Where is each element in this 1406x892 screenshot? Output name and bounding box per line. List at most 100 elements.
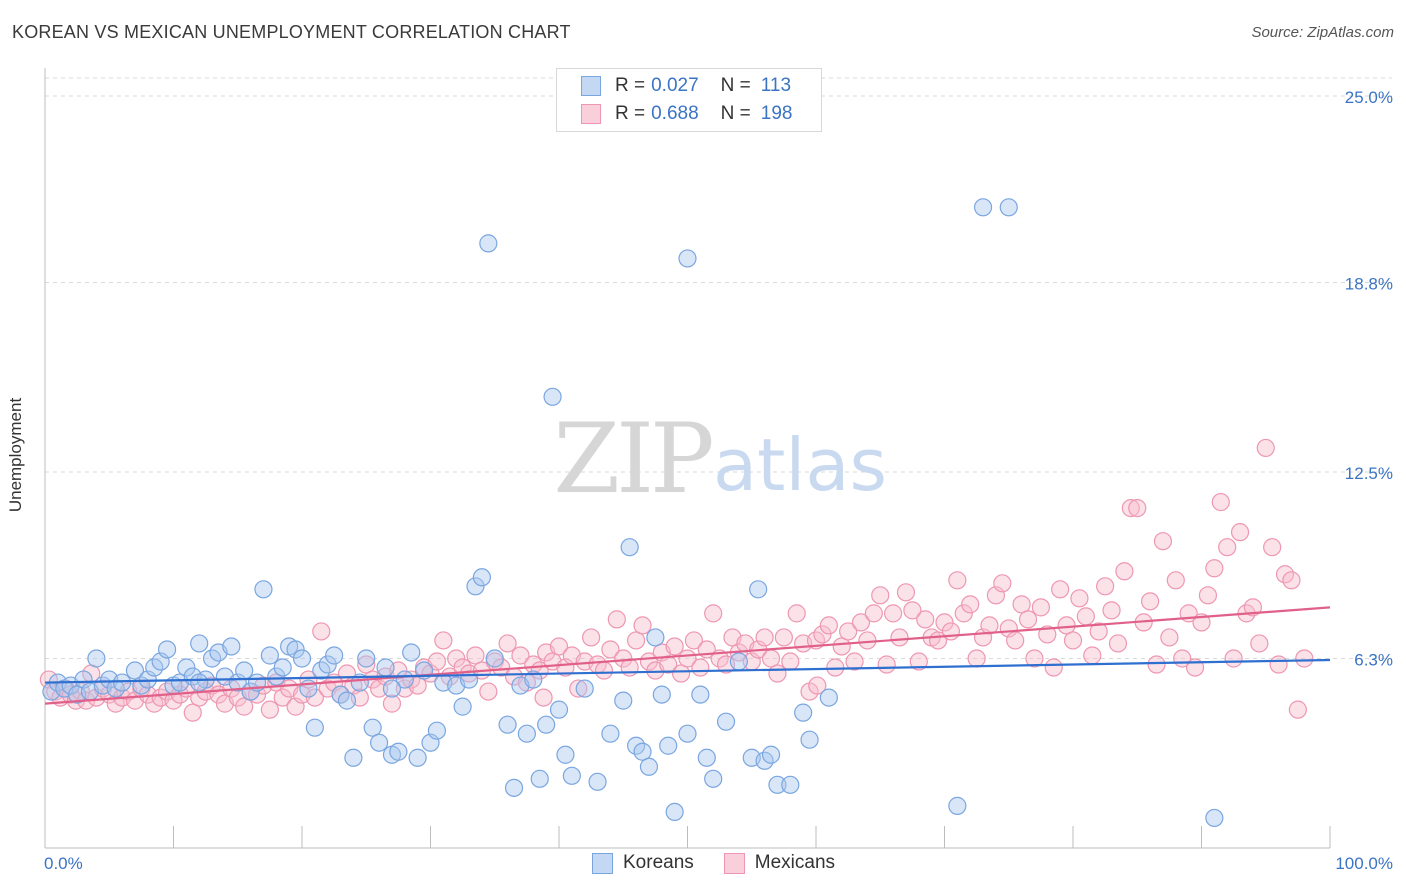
korean-point (691, 685, 710, 704)
korean-point (620, 538, 639, 557)
korean-point (459, 670, 479, 689)
axes (44, 68, 1331, 849)
mexican-point (235, 697, 254, 716)
korean-point (325, 646, 344, 665)
korean-point (357, 649, 376, 668)
mexican-point (511, 646, 530, 665)
korean-point (112, 673, 132, 692)
mexican-point (851, 613, 871, 632)
mexican-point (768, 664, 787, 683)
mexican-point (1140, 592, 1160, 611)
legend-n-label: N = (720, 103, 751, 124)
mexican-point (839, 622, 858, 641)
mexican-point (1224, 649, 1243, 668)
legend-n-value: 198 (760, 103, 793, 124)
korean-point (601, 724, 620, 743)
korean-point (389, 742, 408, 761)
mexican-point (183, 703, 202, 722)
mexican-point (1051, 580, 1070, 599)
korean-point (781, 775, 800, 794)
mexican-point (909, 652, 928, 671)
korean-point (537, 715, 556, 734)
mexican-point (1218, 538, 1237, 557)
korean-point (646, 628, 665, 647)
korean-point (517, 724, 536, 743)
mexican-point (916, 610, 935, 629)
mexican-point (704, 604, 723, 623)
mexican-point (961, 595, 980, 614)
legend-r-value: 0.688 (651, 103, 699, 124)
legend-swatch-mexicans (723, 852, 745, 874)
y-tick-label-0: 6.3% (1354, 650, 1393, 669)
legend-r-value: 0.027 (651, 75, 699, 96)
korean-point (402, 643, 421, 662)
mexican-point (534, 688, 553, 707)
mexican-point (582, 628, 601, 647)
legend-item-mexicans[interactable]: Mexicans (723, 852, 835, 874)
mexican-point (1153, 532, 1173, 551)
mexican-point (1031, 598, 1050, 617)
korean-point (485, 649, 504, 668)
legend-item-koreans[interactable]: Koreans (592, 852, 694, 874)
korean-point (549, 700, 569, 719)
korean-point (344, 748, 363, 767)
korean-point (190, 634, 209, 653)
mexican-point (665, 637, 684, 656)
mexican-point (755, 628, 774, 647)
mexican-point (1006, 631, 1025, 650)
legend-swatch-koreans (592, 852, 613, 874)
korean-point (235, 661, 254, 680)
legend-r-label: R = (615, 103, 646, 124)
chart-title: KOREAN VS MEXICAN UNEMPLOYMENT CORRELATI… (12, 22, 571, 42)
mexican-point (890, 628, 909, 647)
mexican-point (954, 604, 973, 623)
mexican-point (594, 661, 614, 680)
mexican-point (1282, 571, 1301, 590)
mexican-point (1166, 571, 1185, 590)
korean-point (337, 691, 357, 710)
mexican-point (466, 646, 485, 665)
mexican-point (1211, 492, 1230, 512)
y-tick-label-1: 12.5% (1345, 464, 1393, 483)
korean-point (543, 387, 562, 406)
korean-point (729, 652, 749, 671)
mexican-point (357, 655, 376, 674)
korean-point (575, 679, 594, 698)
mexican-point (479, 682, 498, 701)
mexican-point (1198, 586, 1218, 605)
mexican-point (1269, 655, 1288, 674)
mexican-point (1121, 498, 1140, 518)
legend-n-label: N = (720, 75, 751, 96)
mexican-point (260, 700, 279, 719)
korean-point (800, 730, 819, 749)
korean-point (948, 796, 967, 815)
mexican-point (1096, 577, 1115, 596)
mexican-point (903, 601, 922, 620)
legend-row-koreans: R = 0.027 N = 113 (581, 74, 791, 98)
mexican-point (549, 637, 569, 656)
korean-point (125, 661, 145, 680)
mexican-point (607, 610, 626, 629)
mexican-point (832, 637, 851, 656)
korean-point (633, 742, 652, 761)
korean-point (678, 724, 697, 743)
korean-point (318, 655, 337, 674)
mexican-point (1089, 622, 1108, 641)
mexican-point (498, 634, 517, 653)
mexican-point (1243, 598, 1263, 617)
legend-row-mexicans: R = 0.688 N = 198 (581, 102, 792, 126)
mexican-point (447, 649, 466, 668)
korean-point (286, 640, 305, 659)
korean-point (614, 691, 633, 710)
korean-point (382, 679, 402, 698)
korean-point (704, 769, 723, 788)
mexican-point (1295, 649, 1314, 668)
mexican-trend-line (44, 606, 1331, 705)
koreans-points (42, 198, 1224, 828)
mexican-point (1063, 631, 1083, 650)
mexican-point (1025, 649, 1044, 668)
korean-point (157, 640, 177, 659)
legend-r-label: R = (615, 75, 646, 96)
korean-point (350, 673, 369, 692)
